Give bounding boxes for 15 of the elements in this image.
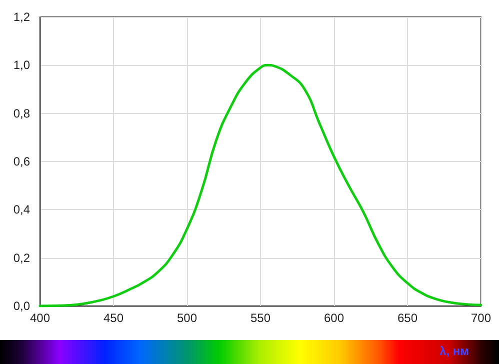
x-tick-label: 600 <box>324 311 344 325</box>
x-tick-label: 450 <box>103 311 124 325</box>
y-tick-label: 0,2 <box>13 250 30 265</box>
y-tick-label: 0,0 <box>13 299 30 313</box>
y-tick-label: 0,8 <box>13 106 30 120</box>
x-tick-label: 500 <box>176 311 198 325</box>
y-tick-label: 1,0 <box>13 58 30 72</box>
y-tick-label: 0,6 <box>13 154 30 168</box>
x-tick-label: 650 <box>397 311 418 325</box>
y-tick-label: 1,2 <box>13 10 30 24</box>
x-tick-label: 550 <box>250 311 271 325</box>
x-axis-title: λ, нм <box>440 344 469 358</box>
x-tick-label: 700 <box>470 311 492 325</box>
y-tick-label: 0,4 <box>13 202 30 217</box>
x-tick-label: 400 <box>30 311 50 325</box>
